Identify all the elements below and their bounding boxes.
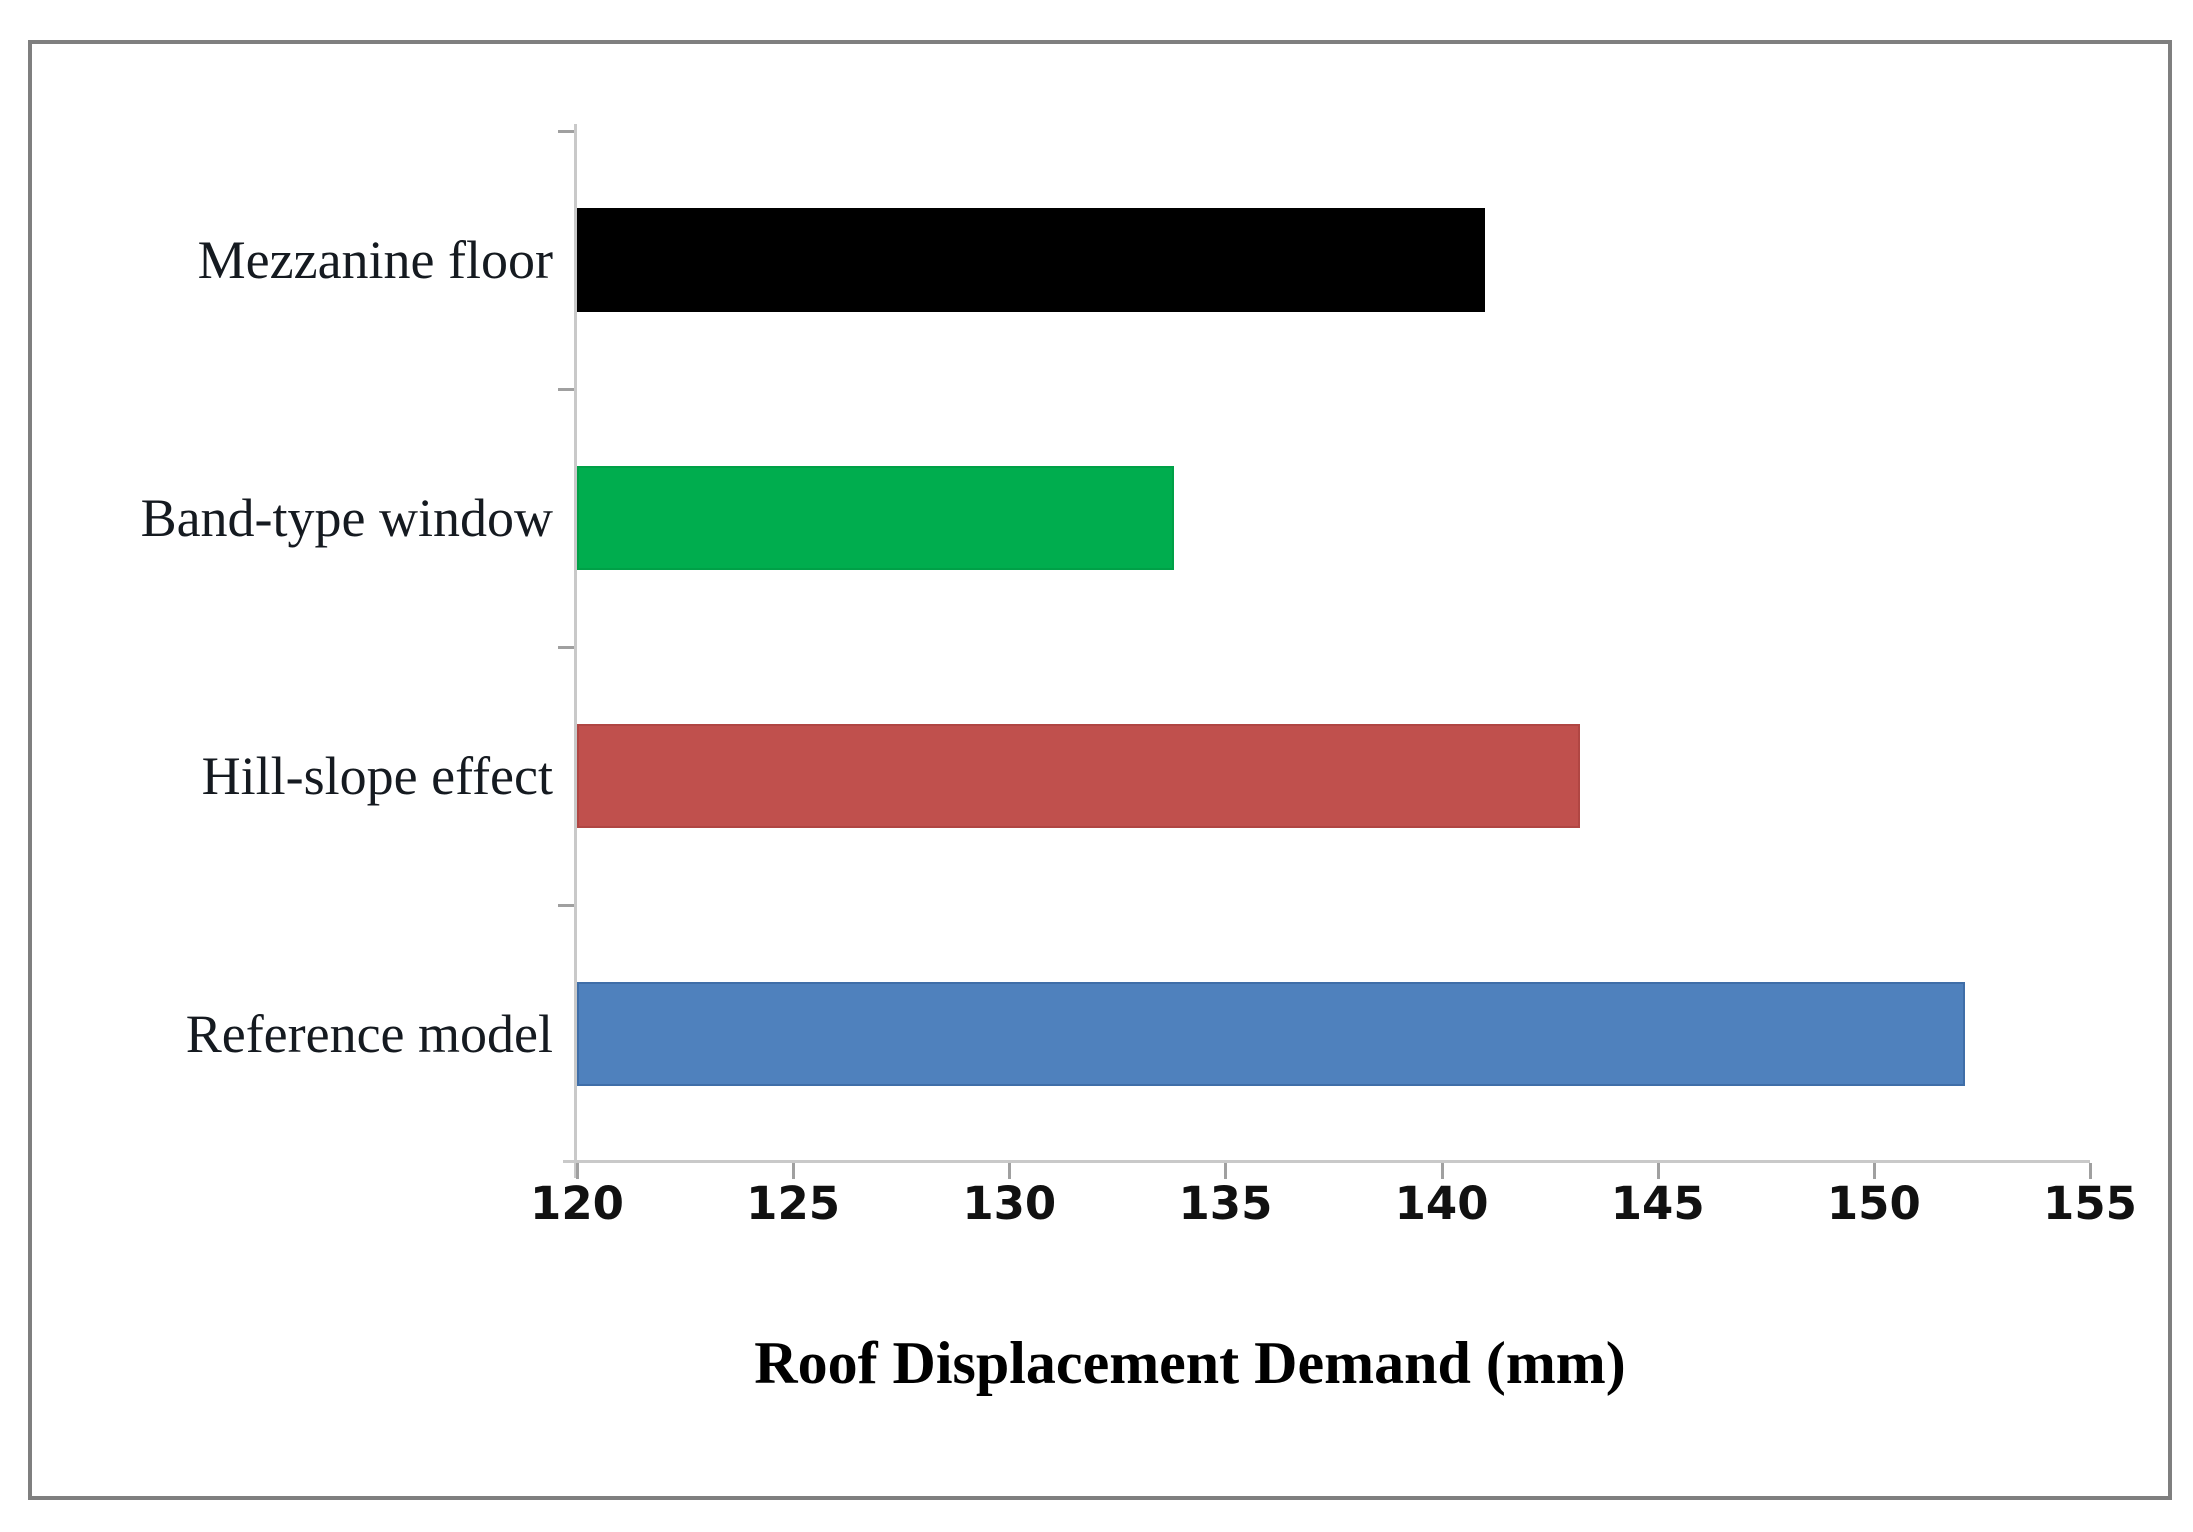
x-axis-title: Roof Displacement Demand (mm) — [754, 1330, 1626, 1396]
x-axis-line — [563, 1160, 2090, 1163]
bar — [577, 724, 1580, 828]
category-label: Reference model — [185, 1004, 553, 1064]
x-axis-tick — [1872, 1163, 1876, 1179]
category-label: Band-type window — [140, 488, 553, 548]
x-axis-tick — [1656, 1163, 1660, 1179]
x-tick-label: 130 — [962, 1177, 1057, 1230]
bar — [577, 982, 1965, 1086]
x-axis-tick — [1008, 1163, 1012, 1179]
bar — [577, 466, 1174, 570]
x-tick-label: 145 — [1610, 1177, 1705, 1230]
x-tick-label: 135 — [1178, 1177, 1273, 1230]
y-axis-tick — [558, 130, 574, 133]
x-tick-label: 125 — [746, 1177, 841, 1230]
x-tick-label: 140 — [1394, 1177, 1489, 1230]
x-axis-tick — [1224, 1163, 1228, 1179]
category-label: Mezzanine floor — [197, 230, 553, 290]
x-tick-label: 120 — [530, 1177, 624, 1230]
x-tick-label: 155 — [2043, 1177, 2137, 1230]
category-label: Hill-slope effect — [201, 746, 553, 806]
x-tick-label: 150 — [1826, 1177, 1921, 1230]
x-axis-tick — [792, 1163, 796, 1179]
bar — [577, 208, 1485, 312]
y-axis-tick — [558, 646, 574, 649]
y-axis-tick — [558, 904, 574, 907]
x-axis-tick — [2089, 1163, 2092, 1179]
y-axis-tick — [558, 388, 574, 391]
x-axis-tick — [576, 1163, 579, 1179]
y-axis-line — [574, 124, 577, 1178]
x-axis-tick — [1440, 1163, 1444, 1179]
